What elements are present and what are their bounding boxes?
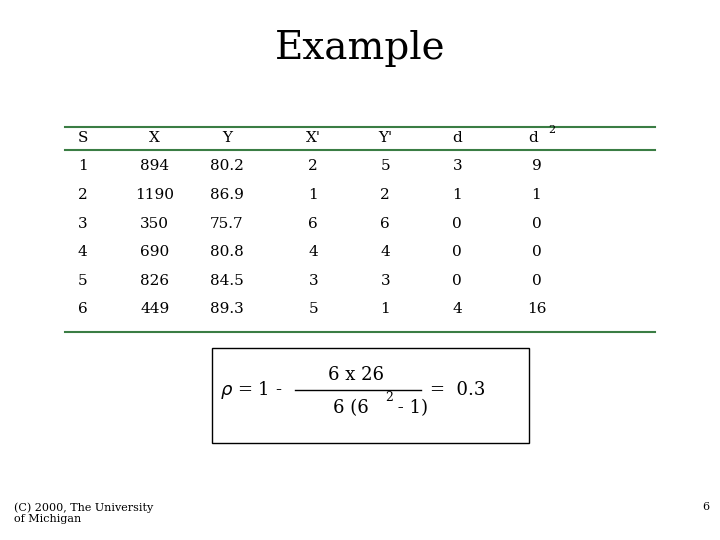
Text: 86.9: 86.9 [210,188,244,202]
Text: 4: 4 [78,245,88,259]
Text: 6 (6: 6 (6 [333,399,369,417]
FancyBboxPatch shape [212,348,529,443]
Text: 1: 1 [531,188,541,202]
Text: 0: 0 [452,245,462,259]
Text: 3: 3 [308,274,318,288]
Text: 75.7: 75.7 [210,217,243,231]
Text: 4: 4 [452,302,462,316]
Text: 3: 3 [380,274,390,288]
Text: (C) 2000, The University
of Michigan: (C) 2000, The University of Michigan [14,502,153,524]
Text: 5: 5 [308,302,318,316]
Text: 0: 0 [531,245,541,259]
Text: 1: 1 [380,302,390,316]
Text: Y': Y' [378,131,392,145]
Text: 1190: 1190 [135,188,174,202]
Text: 0: 0 [452,217,462,231]
Text: 1: 1 [452,188,462,202]
Text: 4: 4 [380,245,390,259]
Text: 5: 5 [78,274,88,288]
Text: 1: 1 [78,159,88,173]
Text: 6: 6 [308,217,318,231]
Text: 80.2: 80.2 [210,159,244,173]
Text: 826: 826 [140,274,169,288]
Text: 6: 6 [380,217,390,231]
Text: 449: 449 [140,302,169,316]
Text: 5: 5 [380,159,390,173]
Text: 2: 2 [549,125,556,135]
Text: 6 x 26: 6 x 26 [328,366,384,384]
Text: 2: 2 [385,392,393,404]
Text: Example: Example [275,30,445,67]
Text: =  0.3: = 0.3 [430,381,485,399]
Text: 89.3: 89.3 [210,302,243,316]
Text: 0: 0 [531,274,541,288]
Text: 16: 16 [526,302,546,316]
Text: S: S [78,131,88,145]
Text: $\rho$ = 1 -: $\rho$ = 1 - [220,379,283,401]
Text: 84.5: 84.5 [210,274,243,288]
Text: 350: 350 [140,217,169,231]
Text: d: d [452,131,462,145]
Text: 1: 1 [308,188,318,202]
Text: 80.8: 80.8 [210,245,243,259]
Text: 9: 9 [531,159,541,173]
Text: 4: 4 [308,245,318,259]
Text: 690: 690 [140,245,169,259]
Text: 2: 2 [308,159,318,173]
Text: 0: 0 [452,274,462,288]
Text: X': X' [306,131,320,145]
Text: d: d [528,131,538,145]
Text: 6: 6 [78,302,88,316]
Text: 3: 3 [452,159,462,173]
Text: 2: 2 [380,188,390,202]
Text: 6: 6 [702,502,709,512]
Text: - 1): - 1) [392,399,428,417]
Text: 0: 0 [531,217,541,231]
Text: Y: Y [222,131,232,145]
Text: 3: 3 [78,217,88,231]
Text: 894: 894 [140,159,169,173]
Text: 2: 2 [78,188,88,202]
Text: X: X [149,131,161,145]
